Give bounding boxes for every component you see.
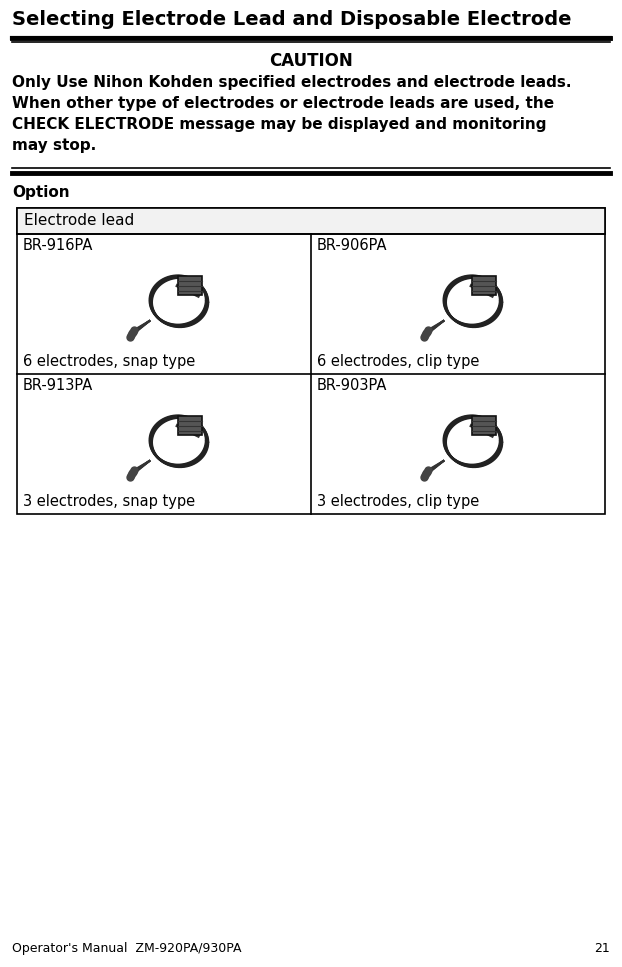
- Text: 3 electrodes, clip type: 3 electrodes, clip type: [317, 494, 479, 509]
- Text: BR-906PA: BR-906PA: [317, 238, 388, 253]
- Bar: [17, 208, 605, 514]
- Text: Option: Option: [12, 185, 70, 200]
- Text: 6 electrodes, snap type: 6 electrodes, snap type: [23, 354, 195, 369]
- Bar: [17, 208, 605, 234]
- Text: BR-903PA: BR-903PA: [317, 378, 388, 393]
- Text: BR-913PA: BR-913PA: [23, 378, 93, 393]
- Bar: [177, 416, 202, 435]
- Bar: [177, 277, 202, 296]
- Text: Electrode lead: Electrode lead: [24, 213, 134, 228]
- Text: BR-916PA: BR-916PA: [23, 238, 93, 253]
- Text: 6 electrodes, clip type: 6 electrodes, clip type: [317, 354, 480, 369]
- Text: 3 electrodes, snap type: 3 electrodes, snap type: [23, 494, 195, 509]
- Bar: [471, 416, 496, 435]
- Text: Only Use Nihon Kohden specified electrodes and electrode leads.: Only Use Nihon Kohden specified electrod…: [12, 75, 572, 90]
- Text: Operator's Manual  ZM-920PA/930PA: Operator's Manual ZM-920PA/930PA: [12, 942, 241, 955]
- Text: CAUTION: CAUTION: [269, 52, 353, 70]
- Text: may stop.: may stop.: [12, 138, 96, 153]
- Bar: [471, 277, 496, 296]
- Text: CHECK ELECTRODE message may be displayed and monitoring: CHECK ELECTRODE message may be displayed…: [12, 117, 547, 132]
- Text: Selecting Electrode Lead and Disposable Electrode: Selecting Electrode Lead and Disposable …: [12, 10, 572, 29]
- Text: When other type of electrodes or electrode leads are used, the: When other type of electrodes or electro…: [12, 96, 554, 111]
- Text: 21: 21: [594, 942, 610, 955]
